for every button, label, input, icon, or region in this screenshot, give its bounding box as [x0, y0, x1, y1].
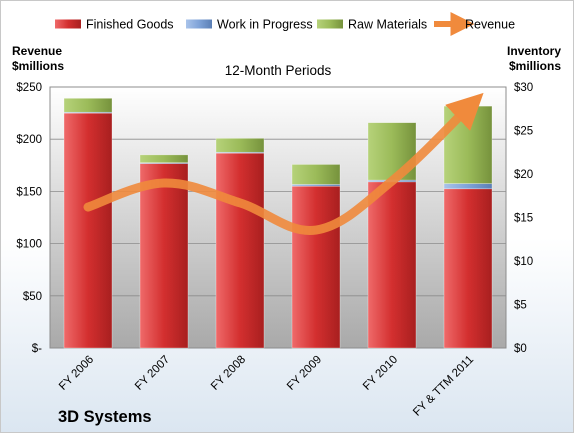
right-tick-label: $10	[514, 256, 533, 268]
right-tick-label: $5	[514, 300, 527, 312]
bar-raw-materials	[443, 105, 493, 184]
bar-raw-materials	[63, 98, 113, 113]
revenue-line	[83, 92, 484, 235]
company-name: 3D Systems	[58, 408, 152, 426]
bar-raw-materials	[215, 138, 265, 153]
bar-finished-goods	[139, 163, 189, 349]
x-tick-label: FY 2006	[57, 354, 96, 393]
legend-swatch-raw-materials	[317, 19, 343, 29]
bar-finished-goods	[215, 152, 265, 349]
x-tick-label: FY 2008	[209, 354, 248, 393]
left-tick-label: $200	[16, 134, 42, 146]
bar-finished-goods	[367, 181, 417, 349]
bar-work-in-progress	[443, 183, 493, 190]
legend-swatch-work-in-progress	[186, 19, 212, 29]
left-axis-label-line1: Revenue	[12, 44, 62, 58]
bar-finished-goods	[291, 185, 341, 349]
right-axis-label-line1: Inventory	[507, 44, 561, 58]
x-tick-label: FY 2009	[285, 354, 324, 393]
left-tick-label: $250	[16, 82, 42, 94]
revenue-line-path	[83, 92, 484, 235]
left-tick-label: $100	[16, 239, 42, 251]
bar-raw-materials	[139, 154, 189, 163]
x-tick-label: FY & TTM 2011	[411, 354, 476, 419]
legend-label-revenue: Revenue	[465, 18, 515, 32]
right-tick-label: $20	[514, 169, 533, 181]
legend: Finished Goods Work in Progress Raw Materi…	[55, 12, 515, 36]
legend-swatch-finished-goods	[55, 19, 81, 29]
left-tick-label: $150	[16, 186, 42, 198]
bar-finished-goods	[443, 188, 493, 349]
legend-label-raw-materials: Raw Materials	[348, 18, 427, 32]
bars	[63, 98, 493, 349]
bar-finished-goods	[63, 112, 113, 349]
right-tick-label: $25	[514, 126, 533, 138]
right-tick-label: $30	[514, 82, 533, 94]
legend-label-finished-goods: Finished Goods	[86, 18, 174, 32]
x-tick-label: FY 2007	[133, 354, 172, 393]
left-axis-ticks: $- $50 $100 $150 $200 $250	[16, 82, 42, 355]
right-tick-label: $0	[514, 343, 527, 355]
right-axis-label-line2: $millions	[509, 59, 561, 73]
left-axis-label-line2: $millions	[12, 59, 64, 73]
right-axis-ticks: $0 $5 $10 $15 $20 $25 $30	[514, 82, 533, 355]
x-tick-label: FY 2010	[361, 354, 400, 393]
left-tick-label: $50	[23, 291, 42, 303]
right-tick-label: $15	[514, 213, 533, 225]
bar-raw-materials	[291, 164, 341, 185]
legend-label-work-in-progress: Work in Progress	[217, 18, 313, 32]
chart-title: 12-Month Periods	[225, 63, 332, 78]
left-tick-label: $-	[32, 343, 42, 355]
